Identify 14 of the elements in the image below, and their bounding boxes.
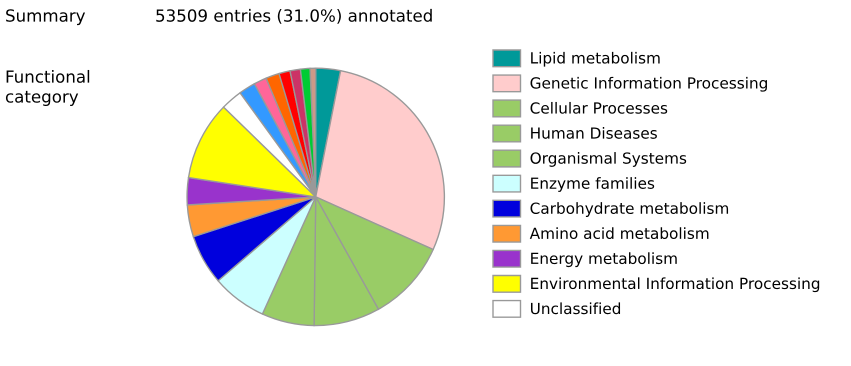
chart-subtitle: 53509 entries (31.0%) annotated: [156, 8, 432, 24]
legend-label: Amino acid metabolism: [530, 227, 708, 240]
legend-label: Lipid metabolism: [531, 52, 660, 67]
legend-label: Unclassified: [530, 302, 620, 314]
text: Functional category: [6, 70, 90, 106]
legend-label: Cellular Processes: [530, 102, 668, 114]
legend-label: Human Diseases: [531, 127, 657, 139]
legend-label: Genetic Information Processing: [530, 76, 767, 92]
legend-label: Environmental Information Processing: [531, 277, 820, 292]
legend-label: Enzyme families: [531, 177, 654, 192]
legend-label: Organismal Systems: [530, 152, 686, 167]
legend-label: Carbohydrate metabolism: [530, 202, 728, 217]
legend-label: Energy metabolism: [531, 252, 677, 268]
text: Summary: [6, 9, 86, 26]
